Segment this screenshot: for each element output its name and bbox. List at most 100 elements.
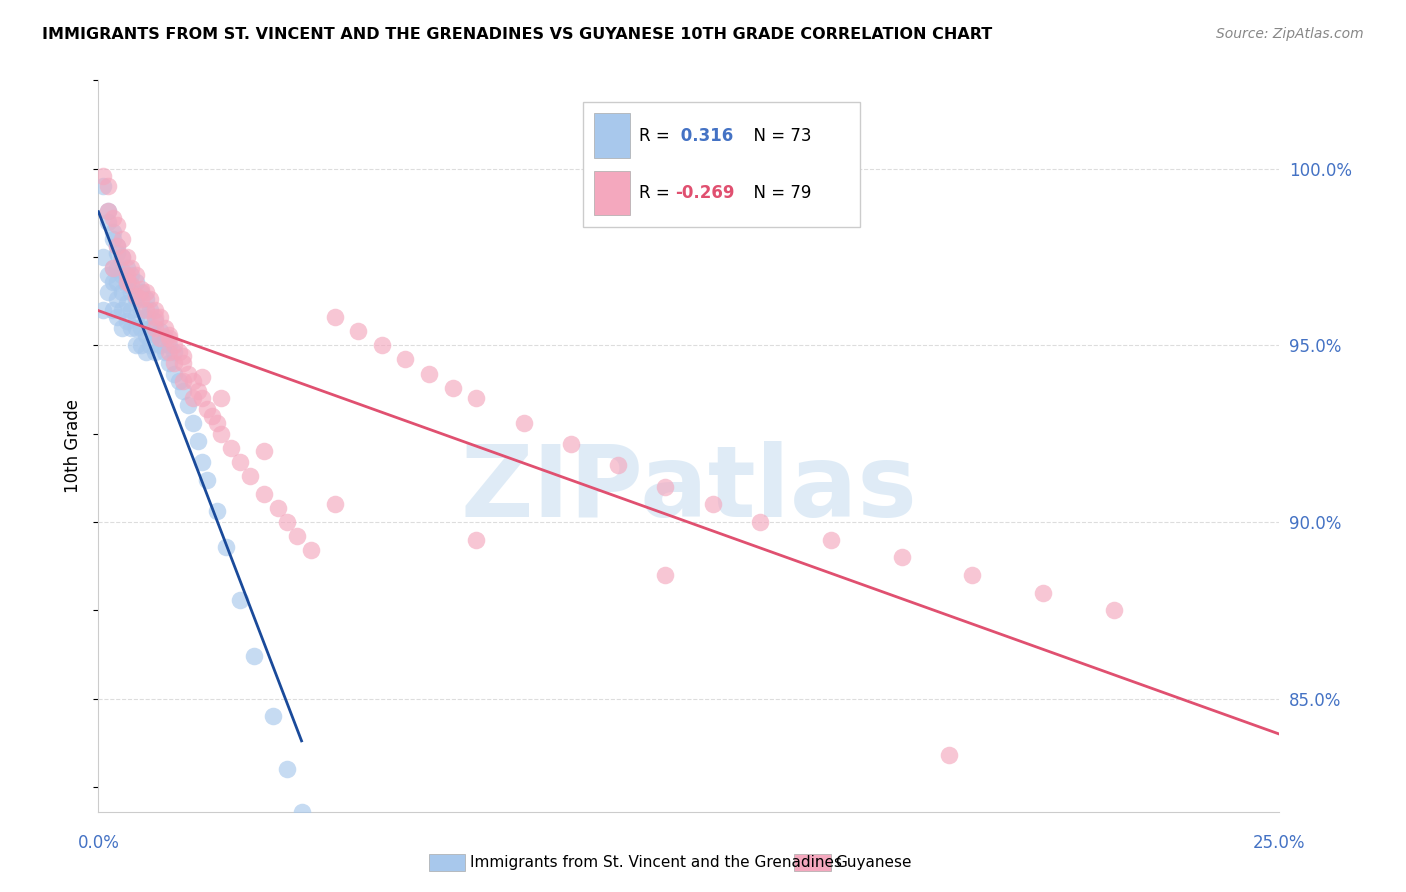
Text: 25.0%: 25.0% xyxy=(1253,834,1306,852)
Point xyxy=(441,381,464,395)
Point xyxy=(101,275,124,289)
Point xyxy=(105,260,128,275)
Point xyxy=(97,285,120,300)
Point xyxy=(125,268,148,282)
Point xyxy=(97,204,120,219)
Point xyxy=(143,302,166,317)
Point xyxy=(111,285,134,300)
Point xyxy=(115,275,138,289)
Point xyxy=(938,748,960,763)
Point xyxy=(276,762,298,776)
Text: 0.0%: 0.0% xyxy=(77,834,120,852)
Point xyxy=(187,434,209,448)
Point xyxy=(97,268,120,282)
FancyBboxPatch shape xyxy=(582,103,860,227)
Point xyxy=(262,709,284,723)
Point xyxy=(253,444,276,458)
Point xyxy=(143,310,166,324)
Point xyxy=(172,374,194,388)
Point xyxy=(149,310,172,324)
Point xyxy=(135,293,157,307)
Point xyxy=(125,310,148,324)
Point xyxy=(253,486,276,500)
Point xyxy=(101,232,124,246)
Text: Source: ZipAtlas.com: Source: ZipAtlas.com xyxy=(1216,27,1364,41)
Point xyxy=(121,302,143,317)
Point xyxy=(191,370,214,384)
Point xyxy=(323,497,346,511)
Point xyxy=(101,260,124,275)
Point xyxy=(143,327,166,342)
Point xyxy=(129,302,152,317)
Text: Guyanese: Guyanese xyxy=(835,855,911,870)
Point xyxy=(115,268,138,282)
Point xyxy=(143,320,166,334)
Point xyxy=(1032,585,1054,599)
Point xyxy=(962,568,984,582)
Point xyxy=(111,232,134,246)
Point xyxy=(285,529,308,543)
Point xyxy=(129,338,152,352)
Point xyxy=(172,384,194,399)
Point xyxy=(115,296,138,310)
Point xyxy=(276,515,298,529)
Point xyxy=(371,338,394,352)
Point xyxy=(243,649,266,664)
Point xyxy=(195,401,218,416)
Point xyxy=(215,540,238,554)
Point xyxy=(149,324,172,338)
Text: ZIPatlas: ZIPatlas xyxy=(461,442,917,539)
Point xyxy=(209,392,232,406)
Point xyxy=(115,313,138,327)
Point xyxy=(153,331,176,345)
Point xyxy=(181,416,204,430)
Point xyxy=(111,250,134,264)
Point xyxy=(465,533,488,547)
Point xyxy=(105,293,128,307)
Point xyxy=(121,260,143,275)
Point xyxy=(101,225,124,239)
Point xyxy=(125,289,148,303)
Point xyxy=(347,324,370,338)
Point xyxy=(115,260,138,275)
Point xyxy=(181,392,204,406)
Point xyxy=(219,441,242,455)
Point xyxy=(191,392,214,406)
Point xyxy=(157,338,180,352)
Point xyxy=(105,246,128,260)
Point xyxy=(135,285,157,300)
Point xyxy=(105,275,128,289)
Point xyxy=(125,275,148,289)
Point xyxy=(163,338,186,352)
Point xyxy=(129,320,152,334)
Point xyxy=(157,331,180,345)
Point xyxy=(177,398,200,412)
Point xyxy=(181,374,204,388)
Point xyxy=(135,327,157,342)
Point xyxy=(111,302,134,317)
Point xyxy=(115,250,138,264)
Point xyxy=(129,285,152,300)
Text: Immigrants from St. Vincent and the Grenadines: Immigrants from St. Vincent and the Gren… xyxy=(470,855,842,870)
Text: N = 79: N = 79 xyxy=(744,184,811,202)
Point xyxy=(125,338,148,352)
Point xyxy=(101,260,124,275)
Point xyxy=(97,179,120,194)
Point xyxy=(111,268,134,282)
Point xyxy=(129,282,152,296)
Point xyxy=(143,345,166,359)
Point xyxy=(187,384,209,399)
Point xyxy=(91,169,114,183)
Point xyxy=(153,320,176,334)
Point xyxy=(143,313,166,327)
Point xyxy=(201,409,224,423)
Y-axis label: 10th Grade: 10th Grade xyxy=(65,399,83,493)
Point xyxy=(163,356,186,370)
Text: IMMIGRANTS FROM ST. VINCENT AND THE GRENADINES VS GUYANESE 10TH GRADE CORRELATIO: IMMIGRANTS FROM ST. VINCENT AND THE GREN… xyxy=(42,27,993,42)
Point xyxy=(135,302,157,317)
Point xyxy=(91,302,114,317)
Point xyxy=(172,356,194,370)
Point xyxy=(139,293,162,307)
FancyBboxPatch shape xyxy=(595,170,630,215)
Text: 0.316: 0.316 xyxy=(675,127,733,145)
